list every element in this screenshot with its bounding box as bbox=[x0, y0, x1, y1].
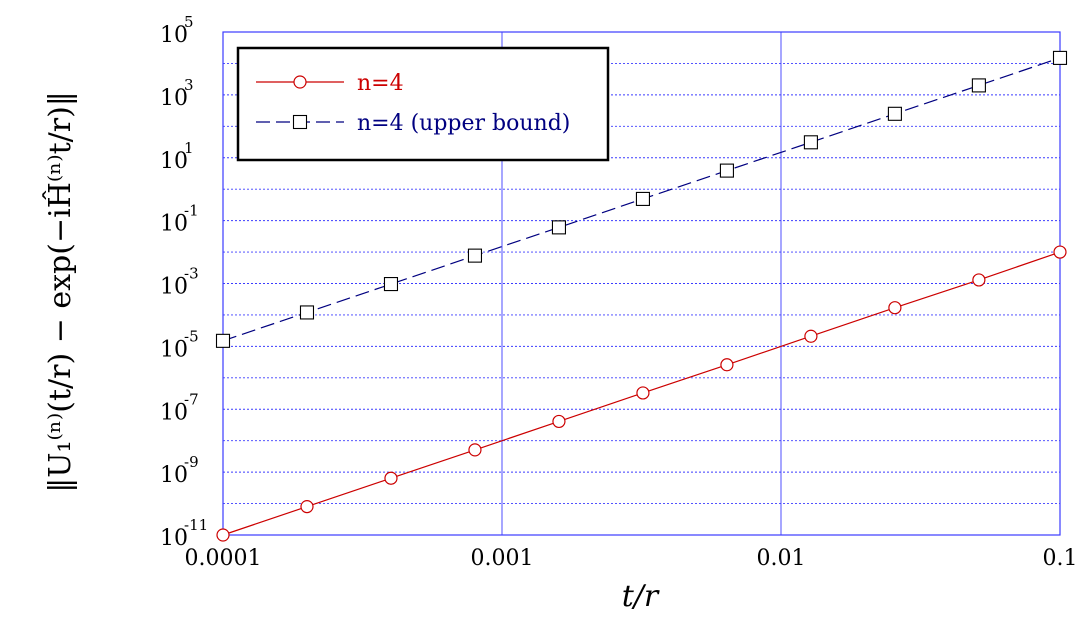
data-point bbox=[300, 500, 314, 514]
y-tick-label: 105 bbox=[160, 13, 194, 48]
plot-frame bbox=[222, 31, 1061, 536]
legend: n=4 n=4 (upper bound) bbox=[236, 46, 610, 162]
data-point bbox=[552, 414, 566, 429]
y-tick-label: 101 bbox=[160, 139, 194, 174]
y-tick-label: 10-7 bbox=[160, 390, 199, 425]
data-point bbox=[635, 191, 650, 206]
data-point bbox=[720, 358, 734, 372]
data-point bbox=[383, 277, 399, 292]
legend-marker bbox=[292, 114, 308, 130]
data-point bbox=[216, 528, 230, 542]
y-tick-exponent: -5 bbox=[184, 327, 199, 345]
y-tick-base: 10 bbox=[160, 275, 188, 300]
data-point bbox=[888, 301, 902, 315]
y-tick-exponent: 3 bbox=[184, 76, 194, 94]
data-point bbox=[804, 329, 818, 343]
y-tick-exponent: -7 bbox=[184, 390, 199, 408]
data-point bbox=[467, 248, 483, 263]
y-tick-exponent: -1 bbox=[184, 202, 199, 220]
series-n4 bbox=[216, 245, 1067, 542]
data-point bbox=[1052, 50, 1068, 65]
y-tick-base: 10 bbox=[160, 23, 188, 48]
legend-box bbox=[236, 46, 610, 162]
y-tick-exponent: -3 bbox=[184, 265, 199, 283]
series-n4-upper-bound bbox=[215, 50, 1068, 348]
y-tick-base: 10 bbox=[160, 463, 188, 488]
data-point bbox=[719, 163, 734, 178]
data-point bbox=[215, 333, 231, 348]
legend-item: n=4 bbox=[256, 71, 404, 96]
y-tick-exponent: 1 bbox=[184, 139, 194, 157]
data-point bbox=[971, 78, 986, 93]
data-point bbox=[1053, 245, 1067, 259]
y-tick-exponent: 5 bbox=[184, 13, 194, 31]
x-tick-labels: 0.0001 0.001 0.01 0.1 bbox=[185, 546, 1078, 571]
y-axis-label: ‖U₁⁽ⁿ⁾(t/r) − exp(−iĤ⁽ⁿ⁾t/r)‖ bbox=[42, 91, 78, 493]
y-tick-base: 10 bbox=[160, 86, 188, 111]
data-point bbox=[636, 386, 650, 400]
y-tick-exponent: -9 bbox=[184, 453, 199, 471]
legend-item: n=4 (upper bound) bbox=[256, 111, 570, 136]
legend-label: n=4 bbox=[357, 71, 404, 96]
y-tick-label: 103 bbox=[160, 76, 194, 111]
y-tick-base: 10 bbox=[160, 526, 188, 551]
data-point bbox=[887, 106, 902, 121]
data-point bbox=[972, 273, 986, 287]
y-tick-label: 10-11 bbox=[160, 516, 208, 551]
y-tick-exponent: -11 bbox=[184, 516, 208, 534]
y-tick-base: 10 bbox=[160, 400, 188, 425]
legend-label: n=4 (upper bound) bbox=[357, 111, 570, 136]
y-tick-label: 10-1 bbox=[160, 202, 199, 237]
data-point bbox=[803, 135, 818, 150]
data-point bbox=[468, 443, 482, 457]
x-tick-label: 0.01 bbox=[757, 546, 806, 571]
x-tick-label: 0.0001 bbox=[185, 546, 262, 571]
data-point bbox=[299, 305, 315, 320]
y-tick-base: 10 bbox=[160, 149, 188, 174]
x-axis-label: t/r bbox=[622, 579, 660, 614]
y-tick-base: 10 bbox=[160, 337, 188, 362]
data-point bbox=[384, 471, 398, 485]
y-tick-label: 10-9 bbox=[160, 453, 199, 488]
y-tick-base: 10 bbox=[160, 212, 188, 237]
x-tick-label: 0.001 bbox=[471, 546, 534, 571]
x-tick-label: 0.1 bbox=[1043, 546, 1078, 571]
y-tick-label: 10-3 bbox=[160, 265, 199, 300]
data-point bbox=[551, 220, 566, 235]
y-tick-label: 10-5 bbox=[160, 327, 199, 362]
legend-marker bbox=[293, 75, 307, 89]
series-layer bbox=[215, 50, 1068, 542]
